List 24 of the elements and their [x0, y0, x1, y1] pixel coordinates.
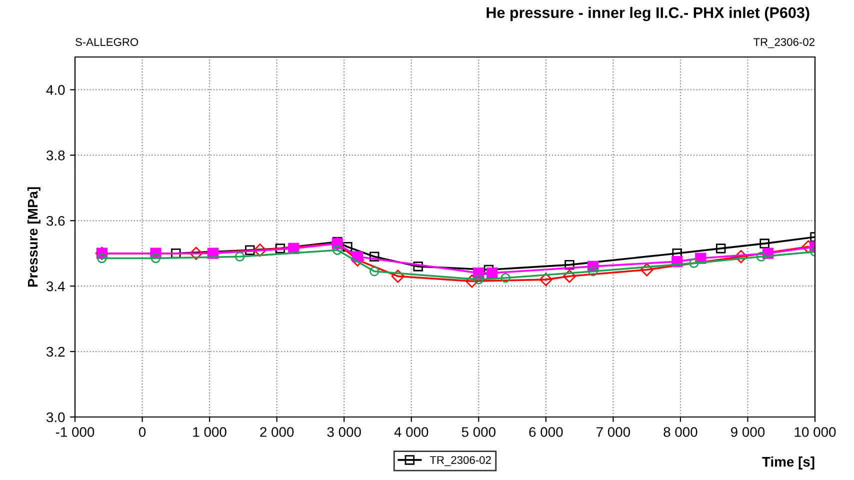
x-tick-label: 3 000	[327, 427, 361, 437]
x-axis-title: Time [s]	[762, 456, 814, 470]
x-tick-label: 0	[138, 427, 146, 437]
y-tick-label: 3.8	[46, 150, 65, 160]
x-tick-label: 4 000	[394, 427, 428, 437]
x-tick-label: 1 000	[193, 427, 226, 437]
y-axis-title: Pressure [MPa]	[27, 187, 40, 287]
x-tick-label: 9 000	[731, 427, 765, 437]
text: S-ALLEGRO	[76, 38, 138, 46]
y-tick-label: 4.0	[46, 85, 65, 95]
y-tick-label: 3.6	[46, 216, 65, 226]
x-tick-label: 10 000	[794, 427, 836, 437]
x-tick-label: 7 000	[596, 427, 630, 437]
y-tick-label: 3.4	[46, 281, 65, 292]
text: TR_2306-02	[753, 38, 814, 48]
x-tick-label: 6 000	[529, 427, 563, 437]
chart-title: He pressure - inner leg II.C.- PHX inlet (P603)	[486, 6, 810, 22]
y-tick-label: 3.2	[46, 346, 65, 357]
x-tick-label: 2 000	[260, 427, 294, 437]
x-tick-label: 8 000	[664, 427, 698, 437]
legend-label: TR_2306-02	[430, 456, 491, 466]
x-tick-label: -1 000	[56, 427, 94, 437]
y-tick-label: 3.0	[46, 412, 65, 422]
x-tick-label: 5 000	[462, 427, 496, 437]
